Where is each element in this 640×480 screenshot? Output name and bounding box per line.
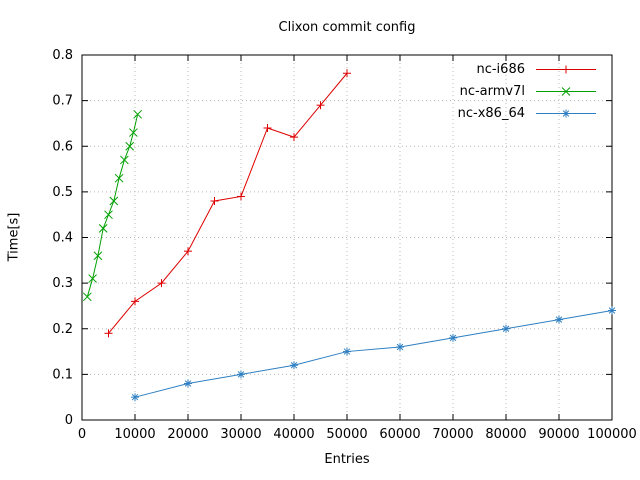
legend-sample [536, 109, 596, 117]
x-marker [93, 251, 103, 261]
asterisk-marker [562, 109, 570, 117]
asterisk-marker [290, 361, 298, 370]
plus-marker [131, 297, 139, 306]
y-tick-label: 0 [65, 413, 73, 428]
y-tick-label: 0.7 [52, 94, 73, 109]
x-tick-label: 70000 [432, 427, 473, 442]
plus-marker [237, 192, 245, 201]
asterisk-marker [396, 343, 404, 351]
asterisk-marker [555, 315, 563, 324]
x-marker [82, 292, 92, 302]
x-marker [98, 224, 108, 233]
asterisk-marker [131, 393, 139, 402]
x-tick-label: 80000 [485, 427, 526, 442]
series-nc-armv7l [82, 109, 143, 302]
asterisk-marker [502, 324, 510, 333]
x-axis-title: Entries [324, 452, 370, 467]
plus-marker [104, 329, 113, 338]
x-tick-label: 40000 [273, 427, 314, 442]
legend-item: nc-i686 [458, 58, 597, 80]
x-tick-label: 60000 [379, 427, 420, 442]
y-tick-label: 0.6 [52, 139, 73, 154]
x-marker [129, 128, 138, 137]
asterisk-marker [184, 379, 192, 388]
y-tick-label: 0.2 [52, 322, 73, 337]
y-tick-label: 0.1 [52, 367, 73, 382]
series-nc-i686 [104, 69, 351, 338]
plus-marker [210, 197, 219, 205]
x-marker [125, 141, 135, 151]
x-marker [104, 210, 113, 220]
plus-marker [263, 124, 272, 132]
tick-marks [81, 54, 613, 421]
legend-sample [536, 65, 596, 73]
x-marker [120, 155, 129, 165]
plus-marker [316, 101, 325, 110]
legend-label: nc-x86_64 [457, 105, 525, 121]
legend-sample [536, 86, 596, 96]
x-marker [133, 109, 143, 119]
y-tick-label: 0.4 [52, 231, 73, 246]
y-tick-label: 0.3 [52, 276, 73, 291]
y-tick-label: 0.5 [52, 185, 73, 200]
chart-title: Clixon commit config [278, 20, 416, 35]
x-marker [109, 196, 119, 206]
x-tick-label: 100000 [587, 427, 637, 442]
asterisk-marker [237, 370, 245, 379]
x-tick-label: 10000 [114, 427, 155, 442]
legend: nc-i686 nc-armv7l nc-x86_64 [458, 58, 597, 124]
asterisk-marker [343, 347, 351, 356]
y-tick-label: 0.8 [52, 48, 73, 63]
plus-marker [157, 279, 166, 288]
series-line [134, 310, 613, 398]
legend-item: nc-x86_64 [458, 102, 597, 124]
series-nc-x86_64 [131, 306, 616, 402]
x-tick-label: 90000 [538, 427, 579, 442]
asterisk-marker [449, 333, 457, 342]
x-tick-label: 50000 [326, 427, 367, 442]
plus-marker [184, 247, 192, 256]
plus-marker [562, 65, 570, 73]
legend-item: nc-armv7l [458, 80, 597, 102]
x-tick-label: 30000 [220, 427, 261, 442]
x-marker [88, 274, 97, 283]
legend-label: nc-i686 [476, 61, 525, 77]
x-marker [114, 173, 124, 183]
plus-marker [343, 69, 351, 78]
plus-marker [290, 133, 298, 142]
x-marker [561, 86, 571, 96]
asterisk-marker [608, 306, 616, 315]
series-line [108, 72, 348, 334]
x-tick-label: 20000 [167, 427, 208, 442]
series-line [86, 114, 139, 297]
legend-label: nc-armv7l [459, 83, 525, 99]
x-tick-label: 0 [78, 427, 86, 442]
